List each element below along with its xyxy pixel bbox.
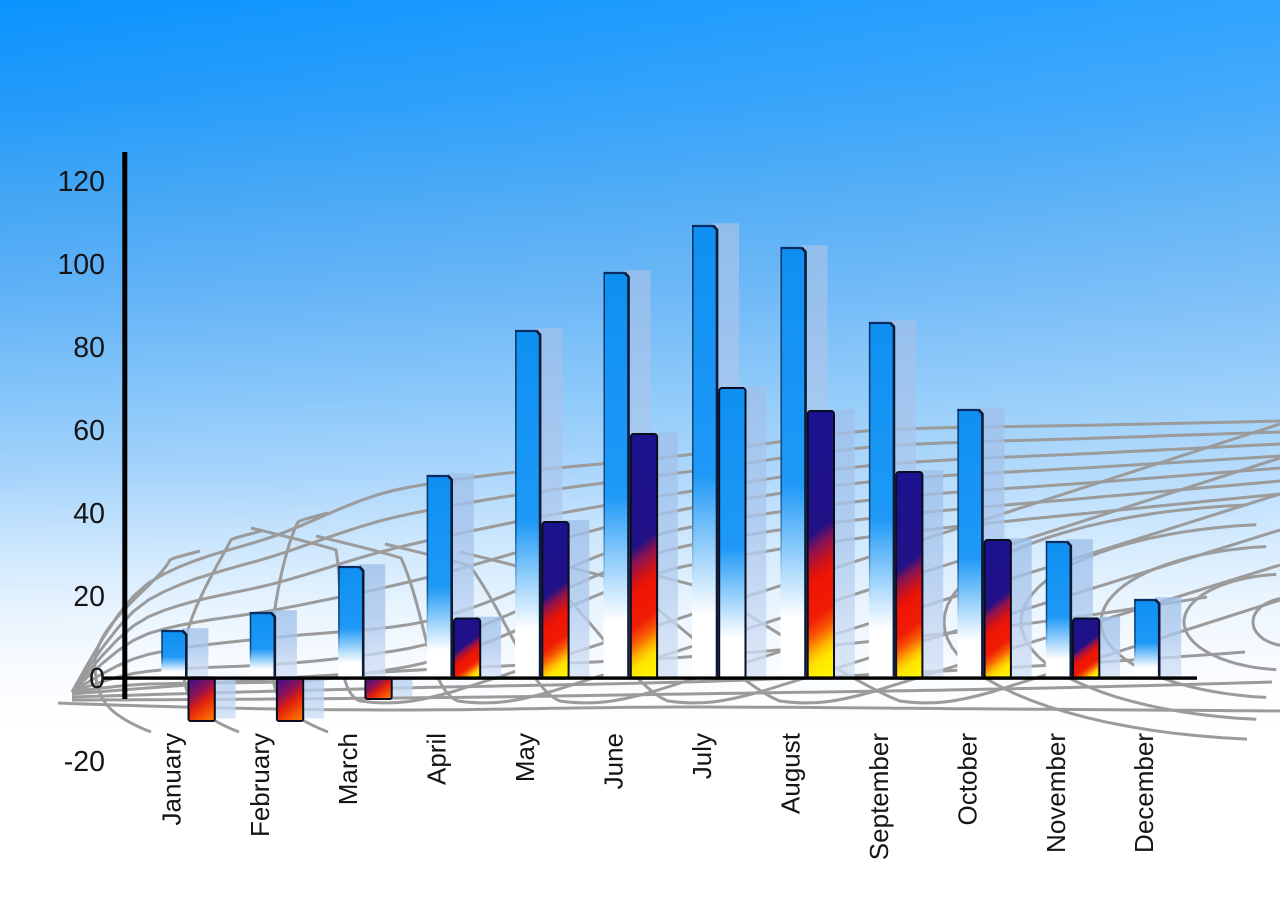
- svg-text:July: July: [687, 733, 717, 779]
- svg-text:September: September: [864, 733, 894, 861]
- svg-text:100: 100: [57, 249, 105, 281]
- svg-text:May: May: [510, 733, 540, 782]
- svg-text:January: January: [156, 733, 186, 826]
- svg-text:120: 120: [57, 166, 105, 198]
- svg-text:June: June: [599, 733, 629, 789]
- svg-text:60: 60: [73, 415, 105, 447]
- svg-text:40: 40: [73, 498, 105, 530]
- svg-text:-20: -20: [64, 746, 105, 778]
- svg-text:November: November: [1041, 733, 1071, 853]
- svg-text:20: 20: [73, 581, 105, 613]
- svg-text:March: March: [333, 733, 363, 805]
- svg-text:February: February: [245, 733, 275, 837]
- svg-text:October: October: [952, 733, 982, 826]
- svg-text:80: 80: [73, 332, 105, 364]
- svg-text:0: 0: [89, 663, 105, 695]
- svg-text:August: August: [776, 732, 806, 814]
- svg-text:April: April: [422, 733, 452, 785]
- svg-text:December: December: [1129, 733, 1159, 853]
